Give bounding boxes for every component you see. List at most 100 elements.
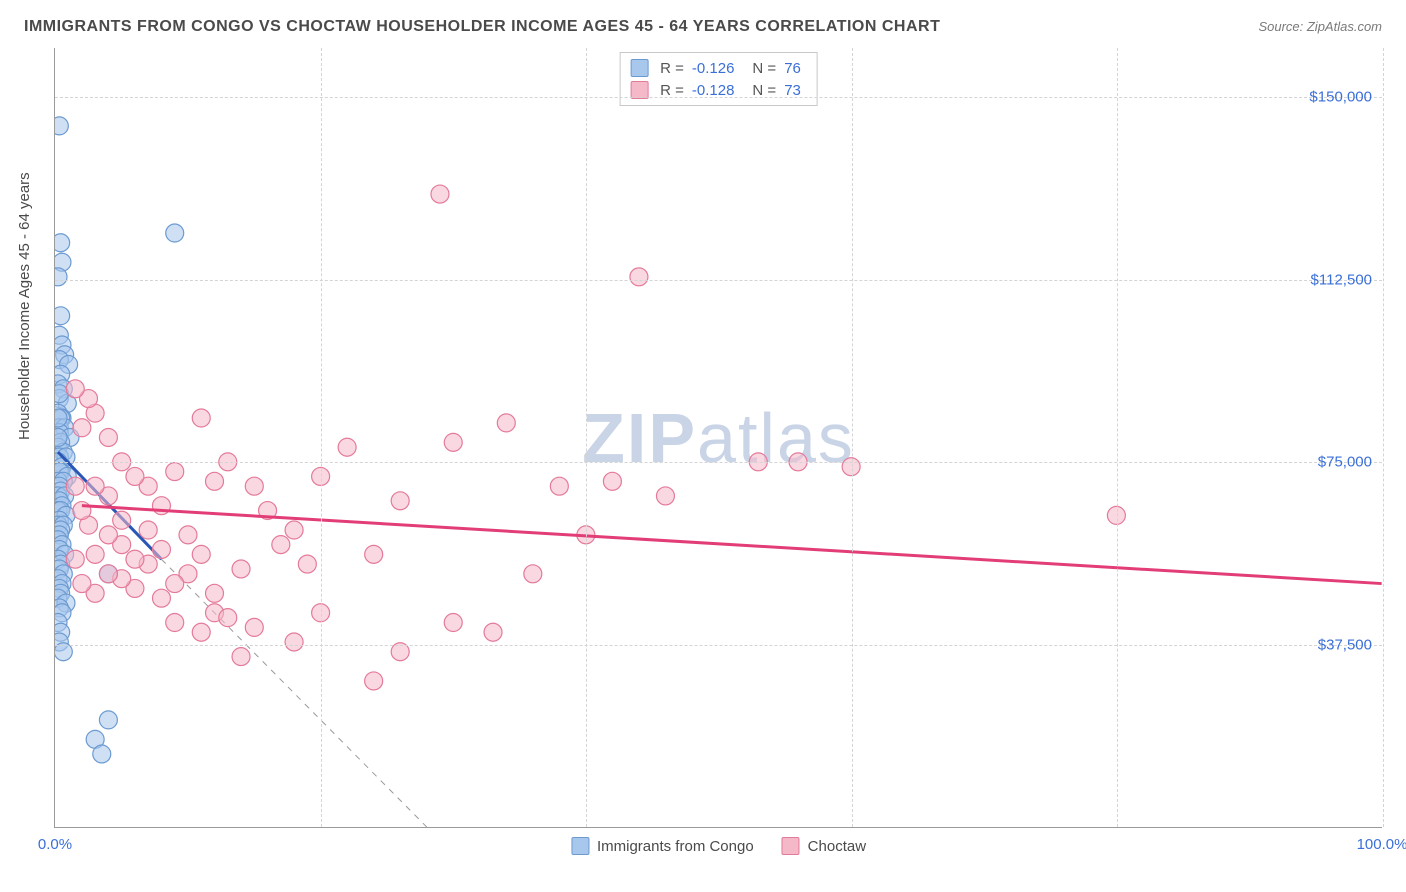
gridline-horizontal: [55, 462, 1382, 463]
data-point-congo: [55, 326, 68, 344]
data-point-choctaw: [550, 477, 568, 495]
data-point-congo: [55, 385, 68, 403]
data-point-choctaw: [431, 185, 449, 203]
r-label: R =: [660, 60, 684, 77]
data-point-congo: [55, 336, 71, 354]
data-point-choctaw: [206, 472, 224, 490]
data-point-congo: [55, 560, 68, 578]
data-point-congo: [55, 472, 67, 490]
data-point-congo: [55, 531, 67, 549]
x-min-label: 0.0%: [38, 836, 72, 853]
data-point-choctaw: [484, 623, 502, 641]
data-point-choctaw: [245, 477, 263, 495]
data-point-choctaw: [139, 477, 157, 495]
data-point-choctaw: [630, 268, 648, 286]
data-point-congo: [55, 380, 72, 398]
data-point-congo: [55, 555, 70, 573]
data-point-congo: [55, 409, 67, 427]
data-point-choctaw: [232, 560, 250, 578]
y-tick-label: $150,000: [1309, 88, 1372, 105]
data-point-choctaw: [126, 550, 144, 568]
y-tick-label: $37,500: [1318, 637, 1372, 654]
data-point-choctaw: [603, 472, 621, 490]
data-point-choctaw: [86, 477, 104, 495]
data-point-congo: [55, 570, 67, 588]
data-point-congo: [56, 545, 74, 563]
r-value-congo: -0.126: [692, 60, 735, 77]
data-point-congo: [55, 516, 67, 534]
data-point-choctaw: [139, 521, 157, 539]
data-point-congo: [55, 516, 72, 534]
watermark: ZIPatlas: [582, 398, 855, 478]
legend-label-congo: Immigrants from Congo: [597, 838, 754, 855]
data-point-congo: [55, 365, 70, 383]
data-point-congo: [55, 458, 71, 476]
data-point-congo: [55, 351, 68, 369]
data-point-congo: [55, 438, 67, 456]
y-axis-label: Householder Income Ages 45 - 64 years: [16, 172, 33, 440]
data-point-congo: [166, 224, 184, 242]
data-point-congo: [55, 550, 67, 568]
data-point-congo: [55, 521, 70, 539]
legend-swatch-congo: [630, 59, 648, 77]
data-point-choctaw: [285, 521, 303, 539]
scatter-svg: [55, 48, 1382, 827]
data-point-congo: [93, 745, 111, 763]
data-point-congo: [57, 506, 75, 524]
series-legend: Immigrants from CongoChoctaw: [571, 837, 866, 855]
data-point-choctaw: [80, 390, 98, 408]
gridline-vertical: [321, 48, 322, 827]
data-point-congo: [55, 502, 67, 520]
data-point-choctaw: [179, 526, 197, 544]
data-point-congo: [55, 419, 68, 437]
data-point-congo: [55, 565, 72, 583]
data-point-choctaw: [152, 540, 170, 558]
data-point-choctaw: [86, 584, 104, 602]
data-point-congo: [55, 589, 67, 607]
data-point-choctaw: [272, 536, 290, 554]
data-point-choctaw: [66, 477, 84, 495]
data-point-congo: [60, 355, 78, 373]
data-point-congo: [55, 409, 71, 427]
data-point-choctaw: [126, 579, 144, 597]
data-point-congo: [55, 375, 67, 393]
data-point-choctaw: [656, 487, 674, 505]
source-label: Source: ZipAtlas.com: [1258, 19, 1382, 34]
data-point-congo: [55, 443, 72, 461]
data-point-choctaw: [113, 511, 131, 529]
data-point-choctaw: [206, 584, 224, 602]
data-point-choctaw: [66, 380, 84, 398]
data-point-congo: [55, 599, 68, 617]
data-point-congo: [55, 472, 72, 490]
data-point-choctaw: [73, 419, 91, 437]
data-point-congo: [56, 487, 74, 505]
data-point-congo: [55, 579, 68, 597]
trend-line-choctaw: [82, 506, 1382, 584]
data-point-choctaw: [391, 492, 409, 510]
gridline-vertical: [1117, 48, 1118, 827]
data-point-congo: [55, 536, 71, 554]
x-max-label: 100.0%: [1357, 836, 1406, 853]
data-point-congo: [58, 467, 76, 485]
title-bar: IMMIGRANTS FROM CONGO VS CHOCTAW HOUSEHO…: [24, 18, 1382, 36]
watermark-light: atlas: [697, 399, 855, 477]
data-point-choctaw: [444, 614, 462, 632]
data-point-congo: [58, 394, 76, 412]
data-point-congo: [55, 404, 67, 422]
chart-title: IMMIGRANTS FROM CONGO VS CHOCTAW HOUSEHO…: [24, 18, 940, 36]
data-point-congo: [55, 497, 71, 515]
data-point-congo: [55, 492, 68, 510]
data-point-congo: [55, 584, 70, 602]
data-point-choctaw: [99, 526, 117, 544]
data-point-congo: [55, 526, 68, 544]
data-point-choctaw: [152, 589, 170, 607]
data-point-congo: [55, 623, 70, 641]
data-point-congo: [86, 730, 104, 748]
data-point-congo: [57, 594, 75, 612]
gridline-vertical: [852, 48, 853, 827]
data-point-congo: [99, 711, 117, 729]
data-point-choctaw: [73, 575, 91, 593]
data-point-congo: [56, 419, 74, 437]
data-point-choctaw: [99, 487, 117, 505]
data-point-congo: [55, 433, 70, 451]
